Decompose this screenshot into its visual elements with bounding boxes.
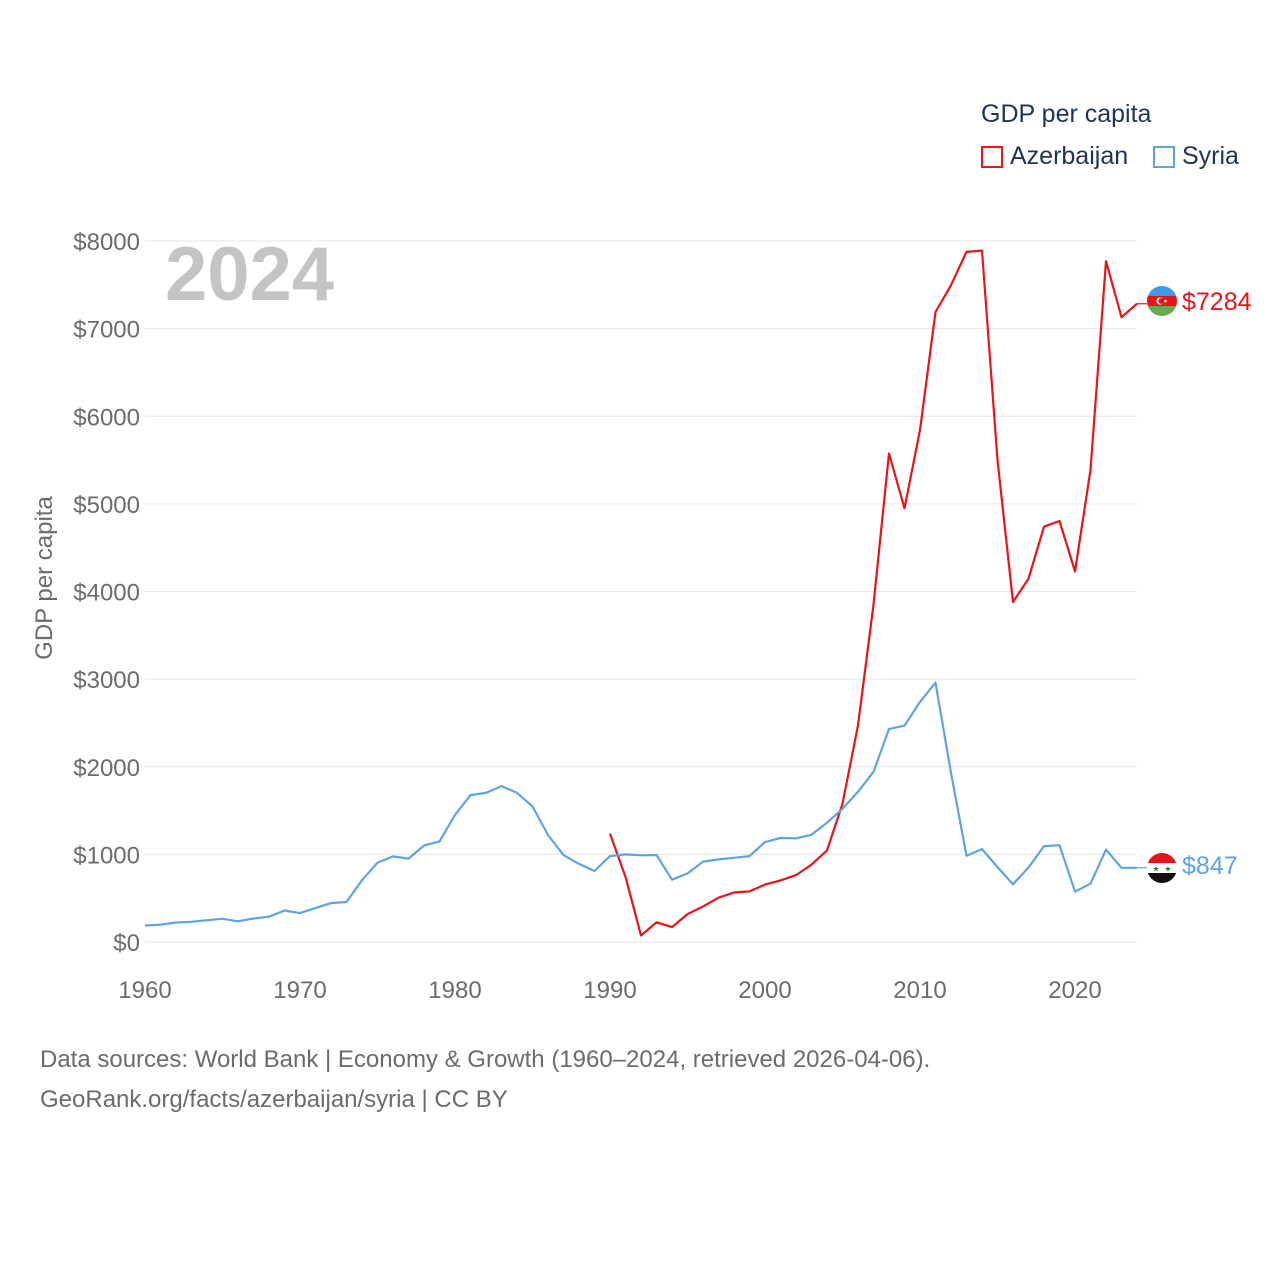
legend-label-syria: Syria — [1182, 142, 1239, 170]
y-tick-label: $3000 — [73, 667, 140, 694]
x-tick-label: 1970 — [273, 977, 326, 1004]
series-line-syria — [144, 681, 1137, 927]
x-tick-label: 2000 — [738, 977, 791, 1004]
attribution-link[interactable]: GeoRank.org/facts/azerbaijan/syria | CC … — [40, 1086, 508, 1113]
y-tick-label: $4000 — [73, 580, 140, 607]
data-sources-note: Data sources: World Bank | Economy & Gro… — [40, 1046, 931, 1073]
y-tick-label: $7000 — [73, 317, 140, 344]
x-tick-label: 2010 — [893, 977, 946, 1004]
y-tick-label: $8000 — [73, 229, 140, 256]
legend-title: GDP per capita — [981, 100, 1152, 128]
x-axis-ticks: 1960 1970 1980 1990 2000 2010 2020 — [118, 977, 1101, 1004]
svg-text:★: ★ — [1164, 865, 1171, 874]
svg-text:★: ★ — [1152, 865, 1159, 874]
syria-end-value: $847 — [1182, 852, 1238, 880]
azerbaijan-flag-icon — [1147, 286, 1177, 316]
syria-flag-icon: ★ ★ — [1147, 853, 1177, 883]
y-tick-label: $1000 — [73, 842, 140, 869]
legend-label-azerbaijan: Azerbaijan — [1010, 142, 1129, 170]
series-lines — [144, 249, 1147, 937]
gridlines — [145, 240, 1137, 943]
y-axis-title: GDP per capita — [31, 496, 58, 660]
azerbaijan-end-value: $7284 — [1182, 288, 1252, 316]
legend-swatch-syria — [1153, 145, 1175, 168]
x-tick-label: 1990 — [583, 977, 636, 1004]
y-tick-label: $5000 — [73, 492, 140, 519]
x-tick-label: 1980 — [428, 977, 481, 1004]
series-line-azerbaijan — [608, 249, 1138, 937]
year-watermark: 2024 — [165, 232, 334, 317]
legend-swatch-azerbaijan — [981, 145, 1003, 168]
legend-item-syria[interactable]: Syria — [1153, 142, 1239, 171]
y-tick-label: $0 — [113, 930, 140, 957]
y-tick-label: $2000 — [73, 755, 140, 782]
y-tick-label: $6000 — [73, 404, 140, 431]
x-tick-label: 1960 — [118, 977, 171, 1004]
y-axis-ticks: $0 $1000 $2000 $3000 $4000 $5000 $6000 $7000 $80… — [73, 229, 140, 957]
legend-item-azerbaijan[interactable]: Azerbaijan — [981, 142, 1128, 171]
x-tick-label: 2020 — [1048, 977, 1101, 1004]
